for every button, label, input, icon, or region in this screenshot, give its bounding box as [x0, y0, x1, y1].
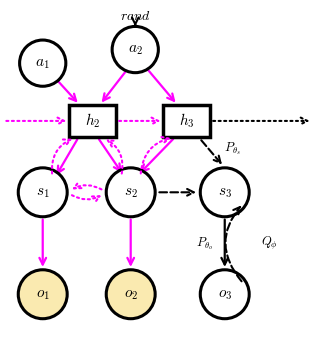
Ellipse shape [106, 168, 155, 217]
Text: $s_1$: $s_1$ [36, 185, 50, 200]
Bar [163, 105, 210, 137]
Text: $P_{\theta_o}$: $P_{\theta_o}$ [196, 235, 213, 252]
Ellipse shape [18, 168, 67, 217]
Ellipse shape [200, 168, 249, 217]
Text: $h_3$: $h_3$ [179, 112, 195, 130]
Bar [69, 105, 116, 137]
Text: $o_3$: $o_3$ [218, 287, 232, 302]
Text: $s_3$: $s_3$ [218, 185, 232, 200]
Ellipse shape [200, 270, 249, 319]
Text: $h_2$: $h_2$ [85, 112, 100, 130]
Ellipse shape [20, 40, 66, 86]
Text: $a_1$: $a_1$ [35, 56, 50, 71]
Text: $Q_{\phi}$: $Q_{\phi}$ [261, 235, 278, 252]
Text: $rand$: $rand$ [120, 8, 151, 23]
Text: $a_2$: $a_2$ [128, 42, 143, 57]
Text: $o_2$: $o_2$ [124, 287, 138, 302]
Text: $P_{\theta_s}$: $P_{\theta_s}$ [224, 141, 240, 158]
Ellipse shape [106, 270, 155, 319]
Ellipse shape [18, 270, 67, 319]
Text: $s_2$: $s_2$ [124, 185, 138, 200]
Text: $o_1$: $o_1$ [36, 287, 50, 302]
Ellipse shape [112, 27, 158, 73]
